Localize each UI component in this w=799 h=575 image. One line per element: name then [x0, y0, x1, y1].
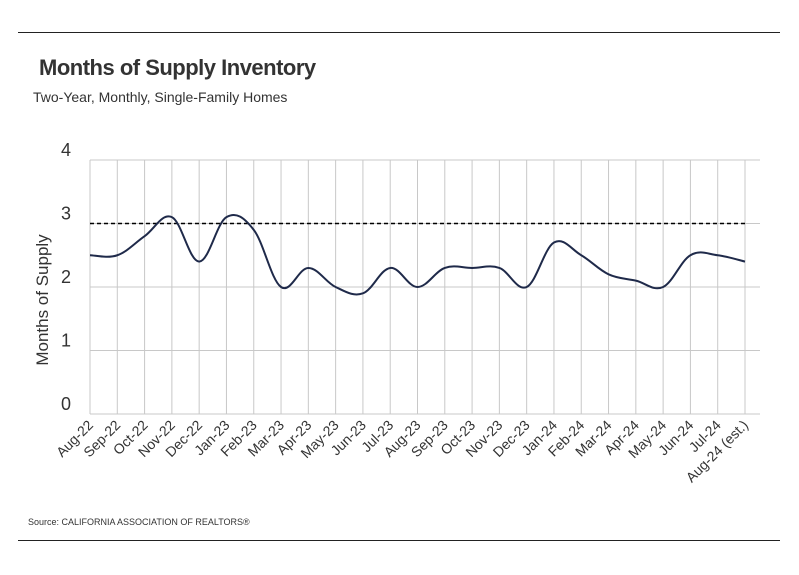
- y-tick-label: 2: [61, 267, 71, 287]
- series-line: [89, 213, 746, 296]
- chart-title: Months of Supply Inventory: [39, 55, 316, 80]
- source-note: Source: CALIFORNIA ASSOCIATION OF REALTO…: [28, 517, 250, 527]
- y-tick-label: 0: [61, 394, 71, 414]
- y-tick-label: 1: [61, 331, 71, 351]
- chart-subtitle: Two-Year, Monthly, Single-Family Homes: [33, 89, 288, 105]
- horizontal-grid: [90, 159, 760, 415]
- y-tick-labels: 0 1 2 3 4: [61, 140, 71, 414]
- top-rule: [18, 32, 780, 33]
- y-axis-label: Months of Supply: [33, 234, 52, 366]
- y-tick-label: 3: [61, 204, 71, 224]
- bottom-rule: [18, 540, 780, 541]
- x-tick-labels: Aug-22Sep-22Oct-22Nov-22Dec-22Jan-23Feb-…: [53, 417, 751, 486]
- y-tick-label: 4: [61, 140, 71, 160]
